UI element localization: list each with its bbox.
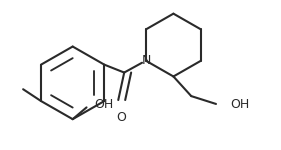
Text: OH: OH: [230, 98, 249, 111]
Text: OH: OH: [94, 98, 114, 111]
Text: O: O: [116, 111, 126, 124]
Text: N: N: [141, 54, 151, 67]
